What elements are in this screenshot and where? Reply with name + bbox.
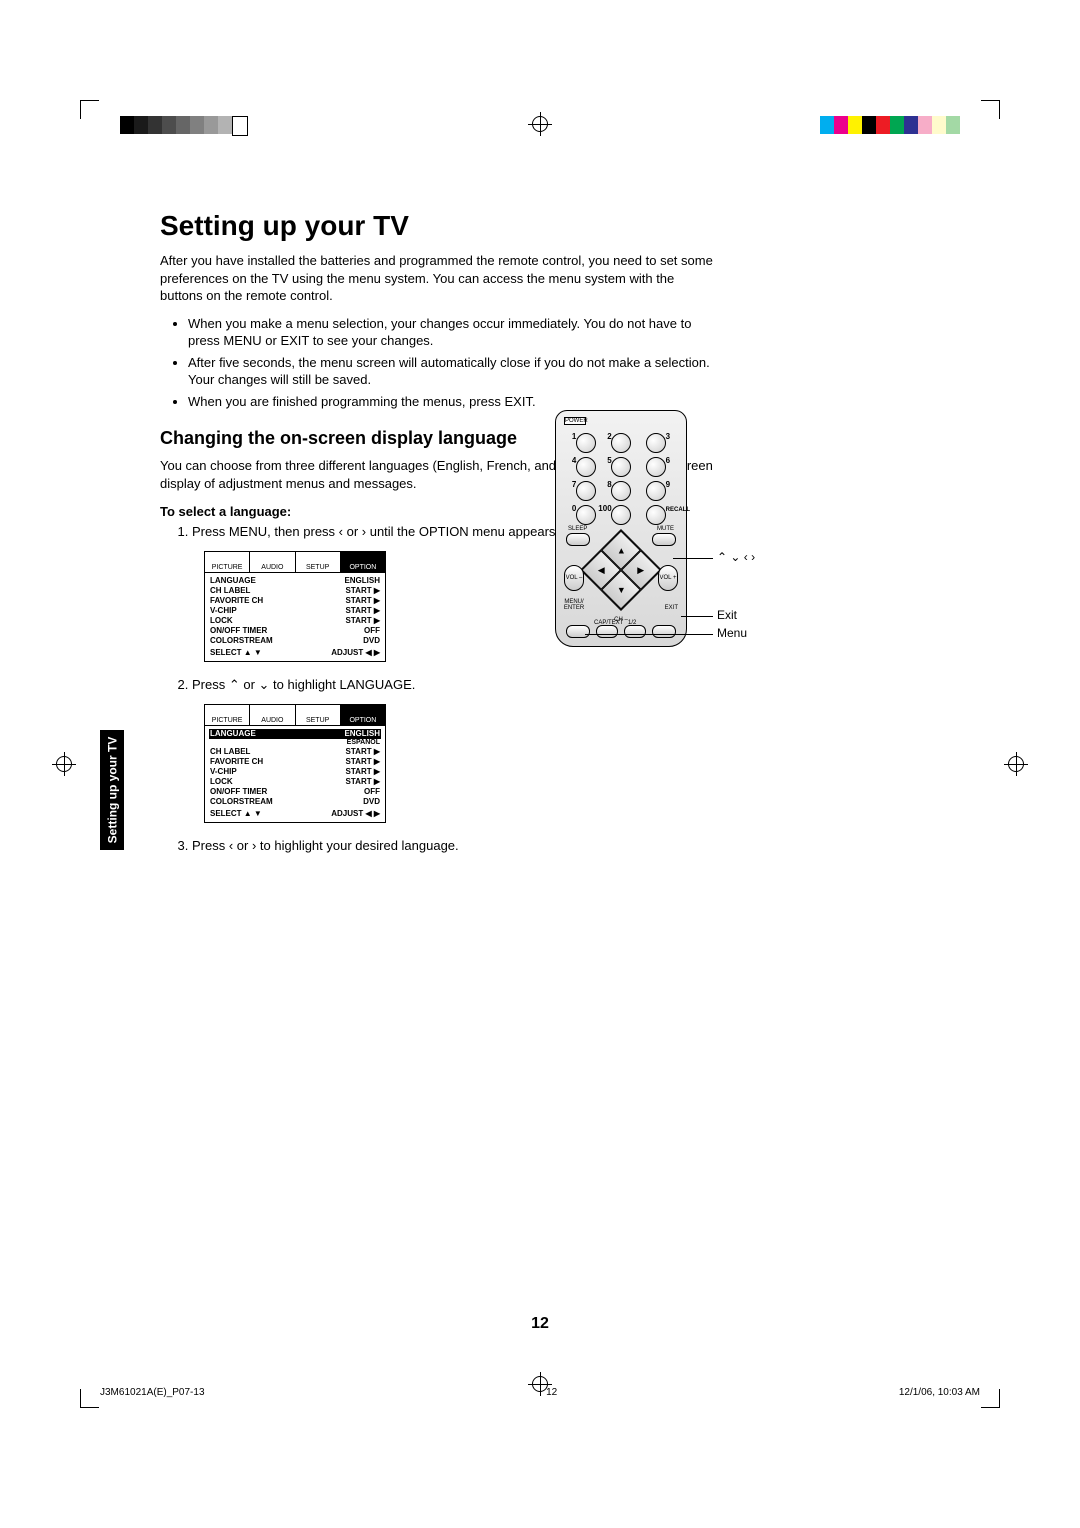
callout-arrows: ⌃ ⌄ ‹ › [717,550,755,564]
grayscale-bar [120,116,248,134]
power-label: POWER [564,417,586,425]
bullet-item: After five seconds, the menu screen will… [188,354,720,389]
callout-exit: Exit [717,608,737,622]
color-bar [820,116,960,134]
registration-mark [528,112,552,136]
footer-left: J3M61021A(E)_P07-13 [100,1387,205,1398]
registration-mark [52,752,76,776]
number-grid: 1234567890100RECALL [568,433,674,527]
page-number: 12 [531,1315,549,1333]
captext-label: CAP/TEXT [594,620,623,626]
intro-text: After you have installed the batteries a… [160,252,720,305]
half-label: 1/2 [628,620,636,626]
crop-mark [981,1389,1000,1408]
osd-menu-2: PICTUREAUDIOSETUPOPTIONLANGUAGEENGLISHES… [204,704,386,824]
footer: J3M61021A(E)_P07-13 12 12/1/06, 10:03 AM [100,1387,980,1398]
bullet-list: When you make a menu selection, your cha… [160,315,720,411]
side-tab-label: Setting up your TV [105,737,119,844]
vol-minus-button: VOL – [564,565,584,591]
osd-menu-1: PICTUREAUDIOSETUPOPTIONLANGUAGEENGLISHCH… [204,551,386,662]
menu-label: MENU/ ENTER [562,599,586,611]
page-title: Setting up your TV [160,210,720,242]
exit-button [652,625,676,638]
registration-mark [1004,752,1028,776]
remote-illustration: POWER 1234567890100RECALL SLEEP MUTE CH … [555,410,775,647]
menu-enter-button [566,625,590,638]
remote-body: POWER 1234567890100RECALL SLEEP MUTE CH … [555,410,687,647]
crop-mark [981,100,1000,119]
captext-button [596,625,618,638]
steps-list: Press ‹ or › to highlight your desired l… [160,837,720,855]
callout-line [673,558,713,559]
callout-line [585,634,713,635]
footer-right: 12/1/06, 10:03 AM [899,1387,980,1398]
callout-line [681,616,713,617]
sleep-label: SLEEP [568,526,587,532]
crop-mark [80,1389,99,1408]
bullet-item: When you are finished programming the me… [188,393,720,411]
side-tab: Setting up your TV [100,730,124,850]
bullet-item: When you make a menu selection, your cha… [188,315,720,350]
crop-mark [80,100,99,119]
half-button [624,625,646,638]
mute-label: MUTE [657,526,674,532]
steps-list: Press ⌃ or ⌄ to highlight LANGUAGE. [160,676,720,694]
vol-plus-button: VOL + [658,565,678,591]
callout-menu: Menu [717,626,747,640]
footer-mid: 12 [546,1387,557,1398]
step-2: Press ⌃ or ⌄ to highlight LANGUAGE. [192,676,720,694]
dpad: ▲ ▶ ◀ ▼ [580,529,662,611]
step-3: Press ‹ or › to highlight your desired l… [192,837,720,855]
exit-label: EXIT [665,605,678,611]
dpad-area: CH + ▲ ▶ ◀ ▼ VOL – VOL + CH – MENU/ ENTE… [556,541,686,621]
